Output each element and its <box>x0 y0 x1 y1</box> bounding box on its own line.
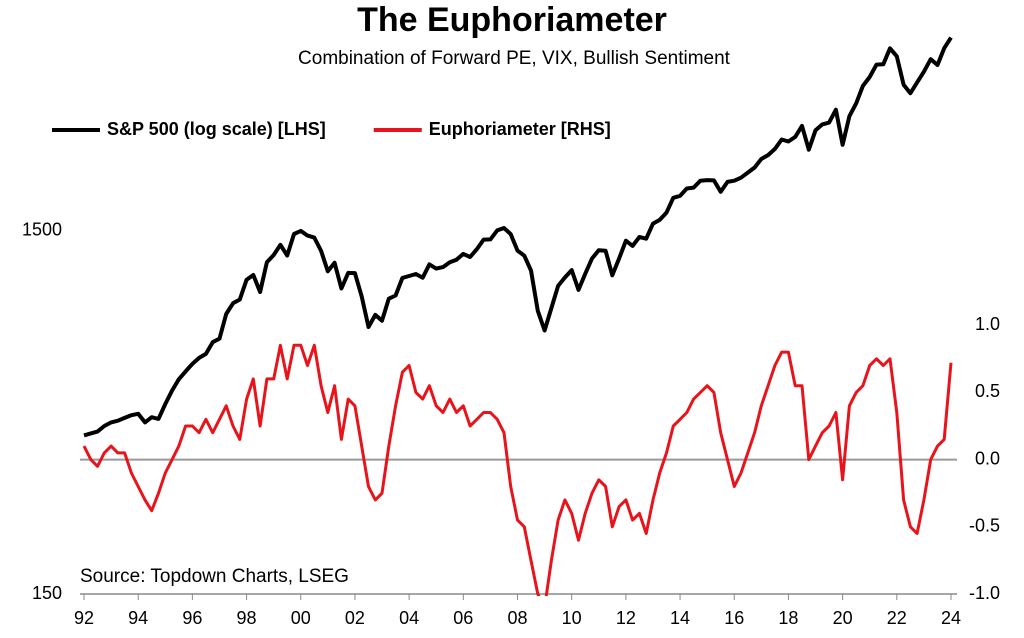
series-line <box>82 343 953 596</box>
x-tick-label: 92 <box>74 608 94 628</box>
x-tick-label: 94 <box>128 608 148 628</box>
x-tick-label: 22 <box>887 608 907 628</box>
x-tick-label: 24 <box>941 608 961 628</box>
chart-subtitle: Combination of Forward PE, VIX, Bullish … <box>298 48 731 69</box>
y2-tick-label: -1.0 <box>969 583 1000 603</box>
x-tick-label: 98 <box>237 608 257 628</box>
x-tick-label: 14 <box>670 608 690 628</box>
plot-area <box>82 36 953 596</box>
y2-tick-label: 1.0 <box>975 314 1000 334</box>
y2-tick-label: -0.5 <box>969 516 1000 536</box>
x-tick-label: 16 <box>724 608 744 628</box>
x-tick-label: 10 <box>562 608 582 628</box>
x-tick-label: 08 <box>507 608 527 628</box>
source-note: Source: Topdown Charts, LSEG <box>80 566 349 587</box>
x-tick-label: 06 <box>453 608 473 628</box>
legend-label: Euphoriameter [RHS] <box>429 119 611 139</box>
y2-tick-label: 0.5 <box>975 381 1000 401</box>
x-tick-label: 96 <box>182 608 202 628</box>
x-tick-label: 18 <box>778 608 798 628</box>
chart-title: The Euphoriameter <box>357 1 667 39</box>
y2-tick-label: 0.0 <box>975 448 1000 468</box>
x-tick-label: 00 <box>291 608 311 628</box>
y-tick-label: 150 <box>32 583 62 603</box>
x-tick-label: 04 <box>399 608 419 628</box>
x-tick-label: 12 <box>616 608 636 628</box>
x-tick-label: 02 <box>345 608 365 628</box>
x-tick-label: 20 <box>833 608 853 628</box>
legend-label: S&P 500 (log scale) [LHS] <box>107 119 326 139</box>
y-tick-label: 1500 <box>22 219 62 239</box>
series-line <box>83 36 953 438</box>
